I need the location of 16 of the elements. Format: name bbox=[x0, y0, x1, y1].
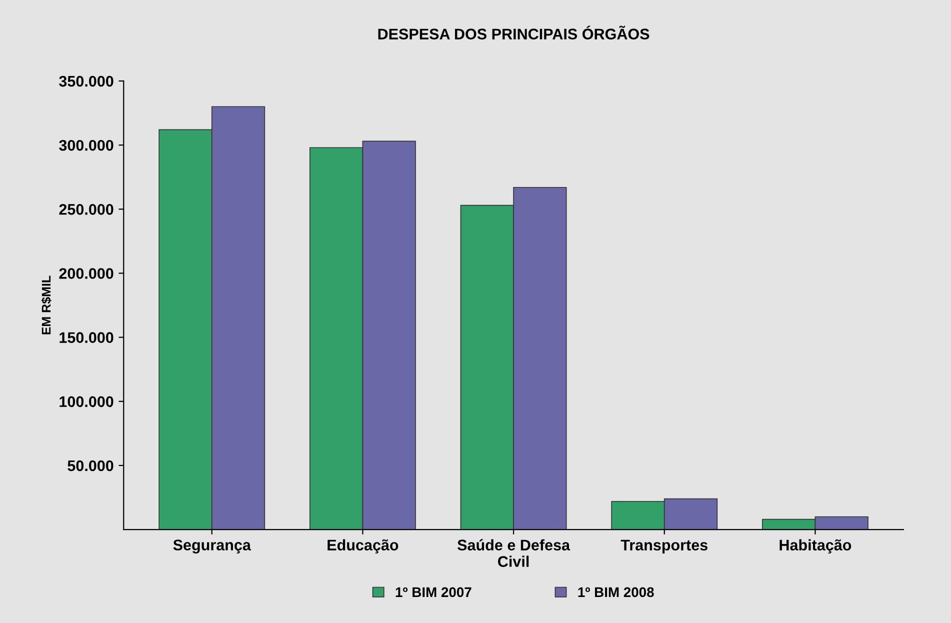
y-tick-label: 250.000 bbox=[59, 204, 114, 215]
y-tick-label: 150.000 bbox=[60, 332, 114, 343]
x-tick-label: Educação bbox=[328, 539, 398, 554]
y-tick-label: 100.000 bbox=[60, 396, 114, 408]
x-tick-label: Saúde e Defesa Civil bbox=[458, 539, 570, 567]
x-tick-label: Habitação bbox=[780, 539, 852, 554]
y-tick-label: 350.000 bbox=[59, 76, 114, 87]
y-axis-title: EM R$MIL bbox=[41, 276, 52, 334]
legend-label: 1º BIM 2008 bbox=[578, 587, 654, 598]
legend-label: 1º BIM 2007 bbox=[396, 587, 472, 598]
y-tick-label: 50.000 bbox=[68, 460, 114, 472]
y-tick-label: 300.000 bbox=[59, 140, 114, 151]
chart-title: DESPESA DOS PRINCIPAIS ÓRGÃOS bbox=[378, 26, 650, 40]
x-tick-label: Segurança bbox=[173, 540, 252, 554]
x-tick-label: Transportes bbox=[620, 540, 708, 554]
y-tick-label: 200.000 bbox=[59, 268, 114, 279]
